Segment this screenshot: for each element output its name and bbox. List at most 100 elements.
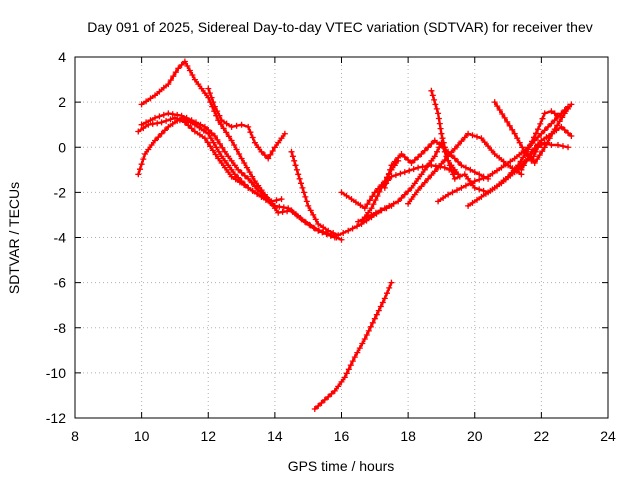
data-point: [167, 77, 174, 84]
data-point: [255, 187, 262, 194]
data-point: [539, 115, 546, 122]
data-point: [514, 135, 521, 142]
data-point: [431, 137, 438, 144]
data-point: [228, 157, 235, 164]
data-point: [201, 123, 208, 130]
data-point: [373, 311, 380, 318]
data-point: [152, 114, 158, 121]
data-point: [198, 85, 205, 92]
data-point: [428, 157, 435, 164]
data-point: [496, 181, 503, 188]
data-point: [568, 132, 575, 139]
data-point: [193, 119, 199, 126]
data-point: [148, 142, 155, 148]
data-point: [147, 117, 154, 124]
data-point: [517, 158, 524, 165]
data-point: [238, 155, 245, 162]
data-point: [184, 63, 191, 69]
y-tick-label: -2: [54, 184, 67, 200]
data-point: [220, 125, 227, 132]
data-point: [219, 144, 226, 151]
data-point: [135, 128, 142, 135]
data-point: [343, 370, 350, 377]
data-point: [205, 127, 212, 133]
data-point: [446, 162, 453, 169]
data-point: [408, 184, 415, 191]
data-point: [210, 99, 217, 106]
data-point: [435, 110, 442, 117]
data-point: [533, 130, 539, 137]
data-point: [502, 161, 509, 168]
data-point: [217, 121, 224, 128]
data-point: [258, 148, 265, 155]
data-point: [259, 190, 266, 197]
data-point: [236, 151, 243, 157]
data-point: [189, 72, 196, 78]
data-point: [498, 164, 505, 171]
data-point: [421, 179, 428, 186]
data-point: [265, 155, 272, 162]
data-point: [431, 168, 438, 175]
data-point: [565, 130, 571, 136]
data-point: [361, 336, 368, 342]
data-point: [405, 188, 412, 195]
data-point: [311, 225, 318, 232]
data-point: [213, 144, 220, 151]
data-point: [456, 173, 463, 180]
data-point: [343, 192, 350, 199]
data-point: [487, 187, 494, 194]
data-point: [285, 205, 292, 212]
data-point: [366, 197, 373, 204]
data-point: [437, 125, 444, 132]
data-point: [158, 130, 165, 137]
data-point: [315, 221, 322, 227]
x-tick-label: 18: [400, 428, 416, 444]
data-point: [528, 157, 535, 164]
data-point: [367, 323, 374, 330]
data-point: [170, 73, 177, 80]
x-tick-label: 22: [534, 428, 550, 444]
data-point: [238, 169, 245, 176]
data-point: [154, 120, 161, 127]
data-point: [491, 151, 498, 157]
data-point: [221, 164, 228, 171]
data-point: [541, 127, 548, 134]
data-point: [228, 166, 235, 173]
data-point: [374, 193, 381, 199]
data-point: [535, 144, 541, 151]
data-point: [568, 101, 575, 108]
data-point: [289, 153, 296, 160]
data-point: [228, 173, 235, 180]
data-point: [397, 170, 404, 177]
data-point: [298, 216, 305, 223]
data-point: [235, 166, 242, 173]
data-point: [175, 65, 182, 72]
data-point: [431, 96, 438, 103]
data-point: [415, 187, 422, 194]
data-point: [428, 87, 435, 94]
data-point: [225, 133, 232, 140]
data-point: [537, 120, 544, 127]
data-point: [241, 181, 248, 188]
data-point: [440, 139, 447, 146]
data-point: [204, 139, 211, 146]
data-point: [377, 303, 384, 310]
data-point: [435, 198, 442, 205]
data-point: [485, 143, 492, 150]
data-point: [491, 99, 498, 106]
data-point: [458, 138, 465, 145]
data-point: [461, 134, 468, 141]
data-point: [191, 76, 198, 83]
data-point: [169, 111, 176, 118]
data-point: [518, 166, 525, 173]
data-point: [251, 139, 258, 146]
x-axis-ticks: 8 10 12 14 16 18 20 22 24: [71, 57, 616, 444]
data-point: [218, 160, 225, 166]
x-tick-label: 8: [71, 428, 79, 444]
data-point: [160, 84, 167, 91]
data-point: [406, 167, 413, 174]
data-point: [511, 130, 518, 137]
data-point: [536, 152, 543, 159]
data-point: [302, 193, 309, 200]
